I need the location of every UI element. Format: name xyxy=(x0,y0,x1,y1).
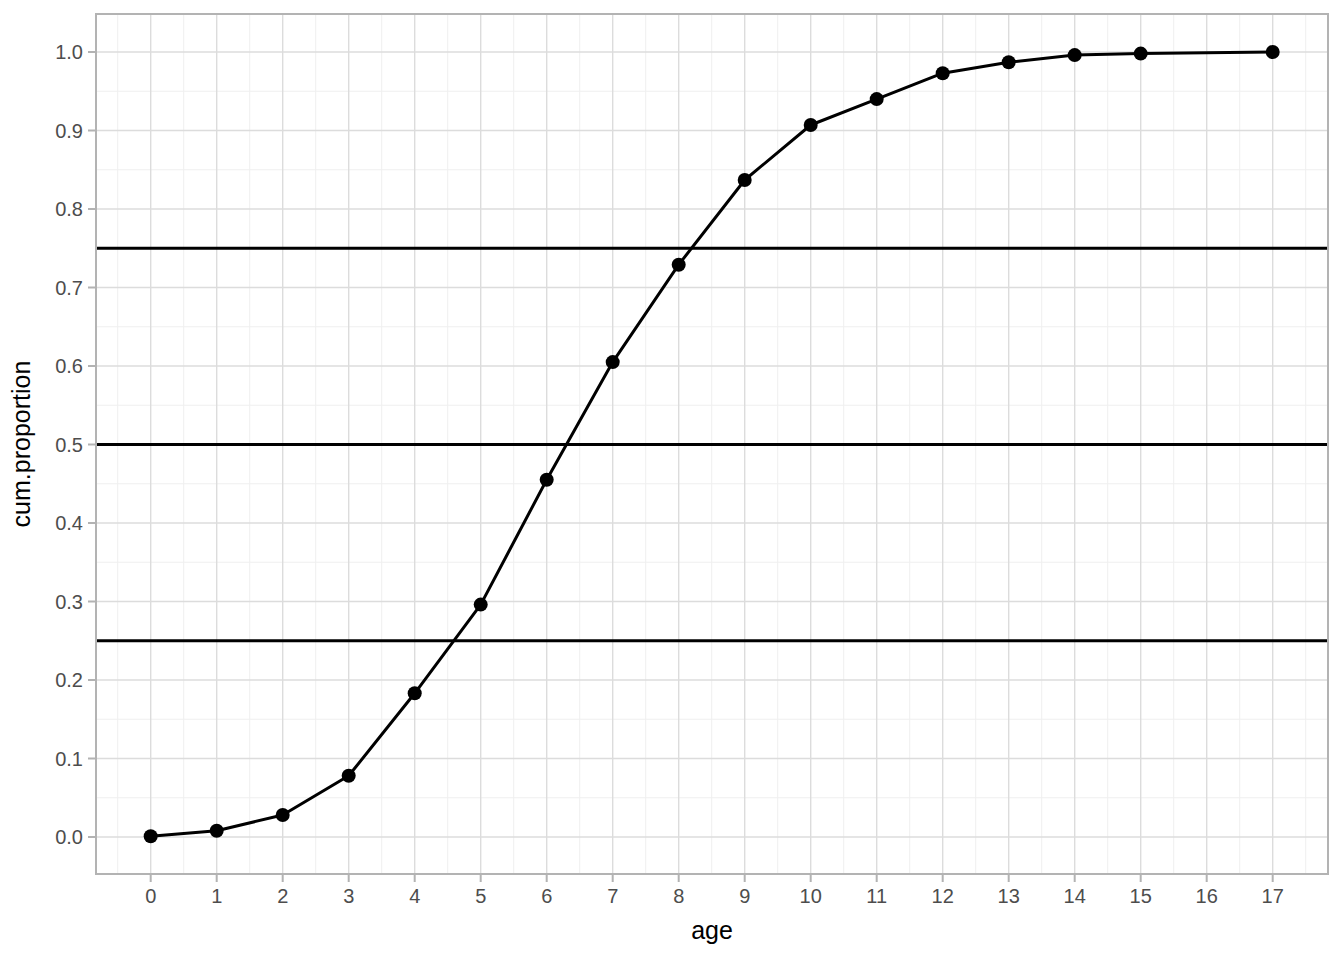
x-axis-tick-label: 13 xyxy=(998,885,1020,907)
y-axis-title: cum.proportion xyxy=(7,361,35,528)
x-axis-tick-label: 7 xyxy=(607,885,618,907)
x-axis-tick-label: 0 xyxy=(145,885,156,907)
x-axis-tick-label: 16 xyxy=(1196,885,1218,907)
data-point xyxy=(738,173,752,187)
cumulative-proportion-chart: 012345678910111213141516170.00.10.20.30.… xyxy=(0,0,1344,960)
data-point xyxy=(606,355,620,369)
y-axis-tick-label: 0.0 xyxy=(55,826,83,848)
x-axis-tick-label: 6 xyxy=(541,885,552,907)
data-point xyxy=(342,769,356,783)
data-point xyxy=(804,118,818,132)
y-axis-tick-label: 0.2 xyxy=(55,669,83,691)
data-point xyxy=(474,598,488,612)
y-axis-tick-label: 0.1 xyxy=(55,748,83,770)
x-axis-tick-label: 2 xyxy=(277,885,288,907)
data-point xyxy=(1134,47,1148,61)
data-point xyxy=(408,686,422,700)
x-axis-tick-label: 17 xyxy=(1262,885,1284,907)
x-axis-tick-label: 1 xyxy=(211,885,222,907)
data-point xyxy=(210,824,224,838)
y-axis-tick-label: 0.8 xyxy=(55,198,83,220)
data-point xyxy=(936,66,950,80)
x-axis-title: age xyxy=(691,916,733,944)
y-axis-tick-label: 0.3 xyxy=(55,591,83,613)
x-axis-tick-label: 3 xyxy=(343,885,354,907)
x-axis-tick-label: 14 xyxy=(1064,885,1086,907)
data-point xyxy=(276,808,290,822)
chart-figure: 012345678910111213141516170.00.10.20.30.… xyxy=(0,0,1344,960)
x-axis-tick-label: 9 xyxy=(739,885,750,907)
data-point xyxy=(870,92,884,106)
y-axis-tick-label: 1.0 xyxy=(55,41,83,63)
x-axis-tick-label: 15 xyxy=(1130,885,1152,907)
x-axis-tick-label: 12 xyxy=(932,885,954,907)
data-point xyxy=(540,473,554,487)
data-point xyxy=(672,258,686,272)
data-point xyxy=(144,829,158,843)
data-point xyxy=(1266,45,1280,59)
data-point xyxy=(1002,55,1016,69)
y-axis-tick-label: 0.4 xyxy=(55,512,83,534)
y-axis-tick-label: 0.7 xyxy=(55,277,83,299)
x-axis-tick-label: 11 xyxy=(866,885,887,907)
x-axis-tick-label: 5 xyxy=(475,885,486,907)
y-axis-tick-label: 0.6 xyxy=(55,355,83,377)
y-axis-tick-label: 0.9 xyxy=(55,120,83,142)
x-axis-tick-label: 10 xyxy=(800,885,822,907)
x-axis-tick-label: 8 xyxy=(673,885,684,907)
x-axis-tick-label: 4 xyxy=(409,885,420,907)
y-axis-tick-label: 0.5 xyxy=(55,434,83,456)
data-point xyxy=(1068,48,1082,62)
